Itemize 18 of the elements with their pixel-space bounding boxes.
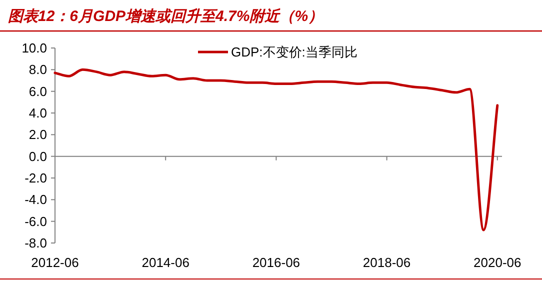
y-tick-label: 8.0	[28, 62, 47, 78]
x-tick-label: 2016-06	[252, 255, 300, 270]
y-tick-label: 0.0	[28, 148, 47, 164]
x-tick-label: 2018-06	[362, 255, 411, 270]
legend: GDP:不变价:当季同比	[198, 44, 358, 60]
y-tick-label: 6.0	[28, 84, 47, 99]
title: 图表12：6月GDP增速或回升至4.7%附近（%）	[8, 8, 324, 25]
y-tick-label: 10.0	[22, 40, 47, 56]
y-tick-label: -6.0	[24, 214, 47, 229]
x-tick-label: 2012-06	[31, 255, 79, 270]
x-tick-label: 2014-06	[142, 255, 190, 270]
y-tick-label: 2.0	[28, 127, 47, 142]
y-tick-label: -2.0	[24, 170, 47, 186]
y-tick-label: 4.0	[28, 106, 47, 120]
legend-label: GDP:不变价:当季同比	[231, 44, 358, 60]
y-tick-label: -4.0	[24, 192, 47, 208]
x-tick-label: 2020-06	[474, 255, 522, 270]
y-tick-label: -8.0	[24, 236, 47, 250]
